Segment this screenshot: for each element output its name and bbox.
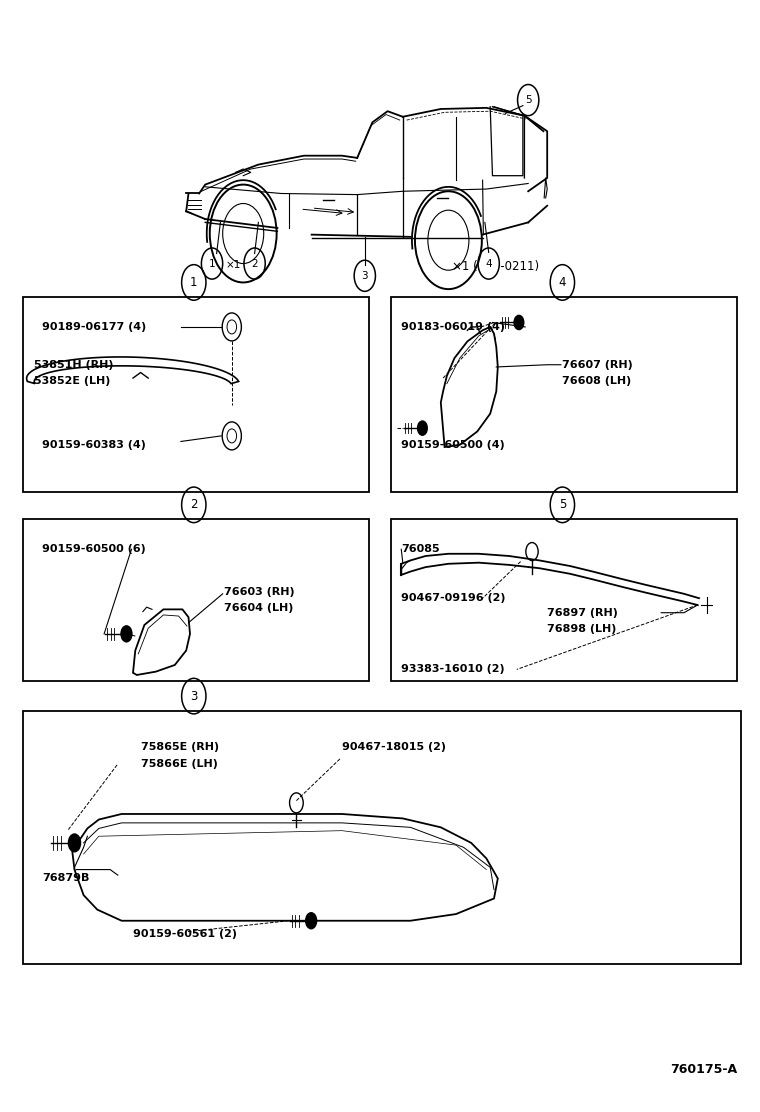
Text: 3: 3 (362, 271, 368, 280)
Polygon shape (401, 554, 711, 608)
Text: 90159-60500 (4): 90159-60500 (4) (401, 440, 505, 449)
Circle shape (306, 913, 317, 929)
Polygon shape (72, 814, 498, 921)
Text: 75866E (LH): 75866E (LH) (141, 759, 217, 768)
Text: 90189-06177 (4): 90189-06177 (4) (42, 322, 146, 331)
Circle shape (121, 626, 132, 642)
Text: 76898 (LH): 76898 (LH) (547, 625, 616, 634)
Text: 3: 3 (190, 689, 198, 703)
Text: 53852E (LH): 53852E (LH) (34, 377, 110, 386)
Text: 90159-60500 (6): 90159-60500 (6) (42, 545, 146, 554)
Text: 1: 1 (190, 276, 198, 289)
Bar (23, 519, 369, 681)
Text: 76897 (RH): 76897 (RH) (547, 608, 618, 617)
Text: ×1 (      -0211): ×1 ( -0211) (452, 260, 540, 274)
Bar (391, 519, 737, 681)
Text: 76085: 76085 (401, 545, 440, 554)
Text: 76879B: 76879B (42, 874, 89, 883)
Text: 90159-60561 (2): 90159-60561 (2) (133, 930, 237, 939)
Circle shape (68, 834, 81, 852)
Text: 93383-16010 (2): 93383-16010 (2) (401, 665, 505, 674)
Text: 2: 2 (190, 498, 198, 512)
Circle shape (699, 594, 714, 616)
Bar (23, 711, 741, 964)
Bar (391, 297, 737, 492)
Text: 90467-09196 (2): 90467-09196 (2) (401, 594, 506, 603)
Text: 90159-60383 (4): 90159-60383 (4) (42, 440, 146, 449)
Text: ×1: ×1 (226, 260, 241, 269)
Circle shape (417, 421, 427, 435)
Text: 76607 (RH): 76607 (RH) (562, 360, 633, 369)
Text: 76604 (LH): 76604 (LH) (224, 604, 293, 613)
Text: 5: 5 (559, 498, 566, 512)
Bar (23, 297, 369, 492)
Text: 53851H (RH): 53851H (RH) (34, 360, 114, 369)
Text: 760175-A: 760175-A (670, 1063, 737, 1076)
Text: 5: 5 (525, 96, 531, 105)
Polygon shape (27, 357, 239, 384)
Text: 2: 2 (252, 259, 258, 268)
Text: 76603 (RH): 76603 (RH) (224, 587, 295, 596)
Polygon shape (133, 609, 190, 675)
Text: 90467-18015 (2): 90467-18015 (2) (342, 743, 446, 752)
Text: 90183-06019 (4): 90183-06019 (4) (401, 322, 505, 331)
Polygon shape (441, 327, 498, 447)
Text: 4: 4 (559, 276, 566, 289)
Text: 4: 4 (486, 259, 492, 268)
Text: 75865E (RH): 75865E (RH) (141, 743, 219, 752)
Circle shape (514, 316, 524, 329)
Text: 1: 1 (209, 259, 215, 268)
Text: 76608 (LH): 76608 (LH) (562, 377, 632, 386)
